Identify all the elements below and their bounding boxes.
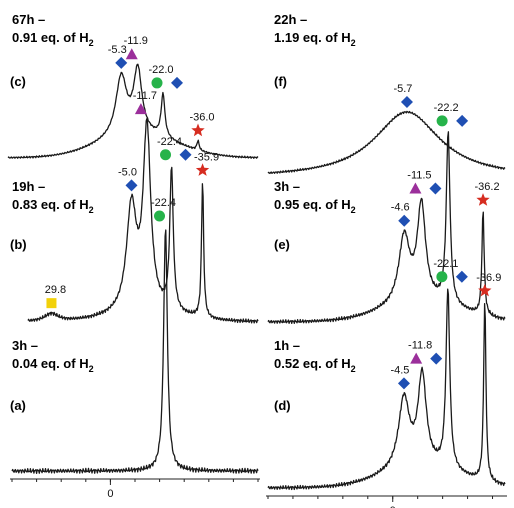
spectrum-trace — [7, 63, 259, 159]
spectrum-panel-d: 1h – 0.52 eq. of H2 (d) -4.5 -11.8 -22.1 -36.9… — [266, 258, 507, 508]
triangle-marker — [409, 182, 422, 194]
diamond-marker — [456, 114, 469, 127]
panel-time: 22h – — [274, 12, 307, 27]
x-tick-label: 0 — [107, 488, 113, 500]
peak-shift-label: -5.0 — [118, 166, 137, 178]
diamond-marker — [400, 96, 413, 108]
diamond-marker — [171, 76, 183, 89]
diamond-marker — [455, 270, 468, 283]
panel-time: 3h – — [274, 179, 300, 194]
peak-shift-label: -11.9 — [124, 35, 148, 47]
diamond-marker — [115, 56, 128, 69]
spectrum-trace — [267, 110, 506, 175]
peak-shift-label: -22.0 — [148, 64, 173, 76]
star-marker — [476, 193, 490, 206]
x-tick-label: 0 — [390, 505, 396, 508]
diamond-marker — [179, 148, 192, 161]
circle-marker — [160, 149, 172, 161]
circle-marker — [436, 271, 448, 283]
h2-subscript: 2 — [89, 38, 94, 48]
spectrum-panel-a: 3h – 0.04 eq. of H2 (a) -22.4 0 — [10, 197, 260, 500]
panel-label: (d) — [274, 398, 291, 413]
peak-shift-label: -22.4 — [157, 136, 182, 148]
peak-shift-label: -5.7 — [393, 83, 412, 95]
peak-shift-label: -11.8 — [408, 340, 432, 352]
spectrum-trace — [27, 118, 259, 324]
peak-shift-label: -22.1 — [433, 258, 458, 270]
spectrum-trace — [267, 131, 506, 325]
peak-shift-label: -5.3 — [108, 44, 127, 56]
star-marker — [191, 123, 205, 137]
peak-shift-label: -22.4 — [151, 197, 176, 209]
peak-shift-label: -4.5 — [390, 364, 409, 376]
circle-marker — [436, 115, 448, 127]
panel-h2-equivalents: 0.83 eq. of H2 — [12, 197, 94, 215]
circle-marker — [151, 77, 163, 89]
panel-time: 19h – — [12, 179, 45, 194]
panel-time: 67h – — [12, 12, 45, 27]
peak-shift-label: -22.2 — [434, 102, 459, 114]
panel-h2-equivalents: 0.95 eq. of H2 — [274, 197, 356, 215]
circle-marker — [154, 210, 166, 222]
diamond-marker — [397, 377, 410, 390]
panel-label: (b) — [10, 237, 27, 252]
triangle-marker — [125, 48, 138, 60]
panel-label: (e) — [274, 237, 290, 252]
panel-time: 3h – — [12, 338, 38, 353]
spectrum-panel-f: 22h – 1.19 eq. of H2 (f) -5.7 — [267, 12, 506, 175]
panel-h2-equivalents: 0.91 eq. of H2 — [12, 30, 94, 48]
diamond-marker — [430, 352, 443, 365]
panel-time: 1h – — [274, 338, 300, 353]
peak-shift-label: -36.0 — [189, 112, 214, 124]
panel-h2-equivalents: 0.04 eq. of H2 — [12, 356, 94, 374]
spectrum-trace — [267, 288, 506, 491]
triangle-marker — [410, 352, 423, 364]
h2-subscript: 2 — [351, 205, 356, 215]
h2-subscript: 2 — [89, 205, 94, 215]
panel-label: (f) — [274, 74, 287, 89]
diamond-marker — [398, 214, 411, 227]
spectrum-panel-e: 3h – 0.95 eq. of H2 (e) -4.6 -11.5 -22.2 -36.2 — [267, 102, 506, 325]
spectrum-trace — [11, 229, 259, 475]
star-marker — [478, 283, 492, 297]
h2-subscript: 2 — [351, 364, 356, 374]
star-marker — [195, 163, 210, 176]
peak-shift-label: -4.6 — [391, 202, 410, 214]
triangle-marker — [134, 103, 147, 115]
square-marker — [46, 298, 57, 309]
spectrum-panel-b: 19h – 0.83 eq. of H2 (b) -5.0 -11.7 -22.4 -35.… — [10, 90, 259, 324]
panel-h2-equivalents: 1.19 eq. of H2 — [274, 30, 356, 48]
peak-shift-label: -35.9 — [194, 151, 219, 163]
h2-subscript: 2 — [89, 364, 94, 374]
panel-label: (a) — [10, 398, 26, 413]
diamond-marker — [429, 182, 442, 195]
panel-label: (c) — [10, 74, 26, 89]
h2-subscript: 2 — [351, 38, 356, 48]
peak-shift-label: -36.9 — [476, 272, 501, 284]
spectrum-panel-c: 67h – 0.91 eq. of H2 (c) -5.3-11.9 -22.0 -36.… — [7, 12, 259, 159]
peak-shift-label: -36.2 — [475, 181, 500, 193]
diamond-marker — [125, 179, 138, 192]
peak-shift-label: -11.7 — [133, 90, 157, 102]
peak-shift-label: 29.8 — [45, 284, 66, 296]
peak-shift-label: -11.5 — [407, 169, 431, 181]
panel-h2-equivalents: 0.52 eq. of H2 — [274, 356, 356, 374]
